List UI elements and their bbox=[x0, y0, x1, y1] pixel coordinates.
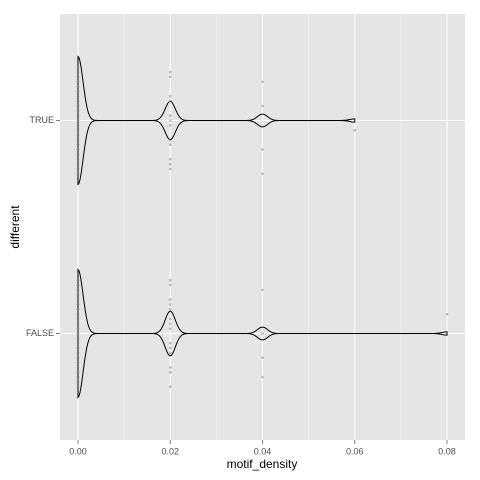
point bbox=[168, 119, 172, 122]
point bbox=[76, 380, 80, 384]
point bbox=[76, 157, 80, 161]
point bbox=[76, 298, 80, 301]
point bbox=[76, 128, 80, 132]
point bbox=[76, 172, 80, 176]
point bbox=[168, 385, 172, 389]
point bbox=[168, 317, 172, 321]
x-tick-label: 0.02 bbox=[161, 446, 179, 456]
x-tick-label: 0.06 bbox=[346, 446, 364, 456]
point bbox=[168, 322, 172, 326]
point bbox=[76, 375, 80, 379]
point bbox=[76, 148, 80, 151]
point bbox=[168, 283, 172, 287]
violin bbox=[77, 268, 448, 399]
point bbox=[76, 351, 80, 355]
point bbox=[168, 143, 172, 147]
point bbox=[76, 143, 80, 147]
point bbox=[76, 80, 80, 84]
point bbox=[76, 307, 80, 311]
y-tick-label: FALSE bbox=[26, 328, 54, 338]
point bbox=[76, 133, 80, 137]
marks bbox=[76, 55, 449, 399]
point bbox=[76, 385, 80, 389]
point bbox=[76, 278, 80, 282]
point bbox=[261, 80, 264, 84]
point bbox=[168, 114, 172, 117]
x-tick-label: 0.04 bbox=[254, 446, 272, 456]
point bbox=[168, 138, 172, 142]
point bbox=[168, 307, 172, 311]
point bbox=[168, 303, 172, 306]
point bbox=[168, 75, 172, 79]
point bbox=[261, 288, 264, 292]
point bbox=[76, 162, 80, 166]
point bbox=[76, 99, 80, 103]
point bbox=[168, 124, 172, 127]
point bbox=[76, 283, 80, 287]
point bbox=[76, 337, 80, 340]
point bbox=[76, 322, 80, 326]
point bbox=[261, 356, 264, 360]
point bbox=[261, 104, 264, 108]
point bbox=[168, 341, 172, 345]
point bbox=[76, 90, 80, 93]
point bbox=[261, 375, 264, 379]
point bbox=[168, 370, 172, 374]
point bbox=[168, 366, 172, 369]
point bbox=[168, 70, 172, 74]
point bbox=[353, 128, 357, 132]
point bbox=[76, 356, 80, 360]
point bbox=[168, 99, 172, 103]
point bbox=[168, 157, 172, 161]
point bbox=[76, 70, 80, 74]
point bbox=[445, 312, 449, 316]
point bbox=[261, 332, 264, 335]
point bbox=[76, 293, 80, 297]
point bbox=[76, 65, 80, 69]
x-axis-title: motif_density bbox=[227, 457, 298, 471]
point bbox=[168, 94, 172, 98]
point bbox=[261, 148, 264, 151]
point bbox=[168, 327, 172, 330]
point bbox=[76, 85, 80, 88]
point bbox=[76, 94, 80, 98]
point bbox=[76, 104, 80, 108]
point bbox=[76, 327, 80, 330]
point bbox=[76, 346, 80, 350]
point bbox=[76, 124, 80, 127]
point bbox=[76, 138, 80, 142]
point bbox=[76, 370, 80, 374]
x-tick-label: 0.00 bbox=[69, 446, 87, 456]
point bbox=[76, 303, 80, 306]
point bbox=[76, 75, 80, 79]
point bbox=[168, 167, 172, 171]
point bbox=[261, 172, 264, 176]
point bbox=[76, 312, 80, 316]
point bbox=[76, 153, 80, 156]
point bbox=[168, 346, 172, 350]
point bbox=[76, 109, 80, 113]
point bbox=[76, 341, 80, 345]
point bbox=[168, 351, 172, 355]
point bbox=[76, 317, 80, 321]
point bbox=[76, 332, 80, 335]
point bbox=[76, 366, 80, 369]
point bbox=[76, 288, 80, 292]
point bbox=[76, 114, 80, 117]
point bbox=[168, 162, 172, 166]
point bbox=[168, 278, 172, 282]
point bbox=[76, 167, 80, 171]
x-tick-label: 0.08 bbox=[438, 446, 456, 456]
y-tick-label: TRUE bbox=[30, 115, 55, 125]
y-axis-title: different bbox=[8, 205, 22, 249]
point bbox=[76, 361, 80, 364]
point bbox=[76, 119, 80, 122]
point bbox=[168, 298, 172, 301]
